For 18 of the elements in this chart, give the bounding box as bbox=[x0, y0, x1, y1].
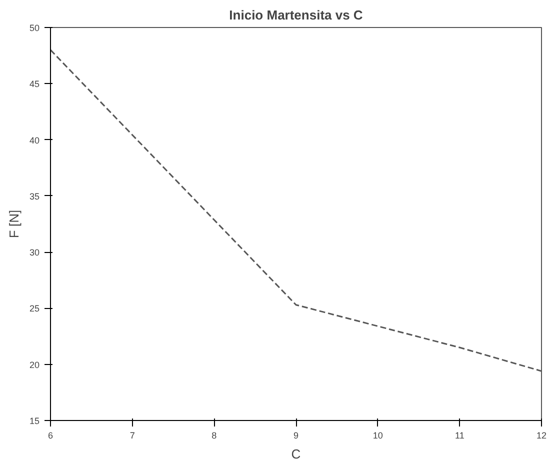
x-tick-label: 12 bbox=[536, 430, 547, 440]
x-tick-label: 11 bbox=[454, 430, 464, 440]
y-tick-label: 50 bbox=[29, 23, 40, 33]
y-tick-label: 40 bbox=[29, 135, 40, 146]
x-tick-label: 6 bbox=[48, 430, 54, 440]
y-tick-label: 15 bbox=[29, 416, 40, 426]
x-tick-label: 7 bbox=[130, 430, 135, 440]
chart-title: Inicio Martensita vs C bbox=[229, 8, 364, 22]
x-tick-label: 10 bbox=[372, 430, 383, 440]
x-tick-label: 9 bbox=[293, 430, 299, 440]
x-tick-label: 8 bbox=[212, 430, 217, 440]
x-axis-title: C bbox=[291, 446, 301, 462]
y-tick-label: 25 bbox=[29, 304, 40, 314]
y-axis-title: F [N] bbox=[6, 210, 22, 238]
y-tick-label: 45 bbox=[29, 79, 40, 90]
y-tick-label: 20 bbox=[29, 360, 40, 370]
y-tick-label: 35 bbox=[29, 191, 40, 202]
y-tick-label: 30 bbox=[29, 248, 40, 258]
